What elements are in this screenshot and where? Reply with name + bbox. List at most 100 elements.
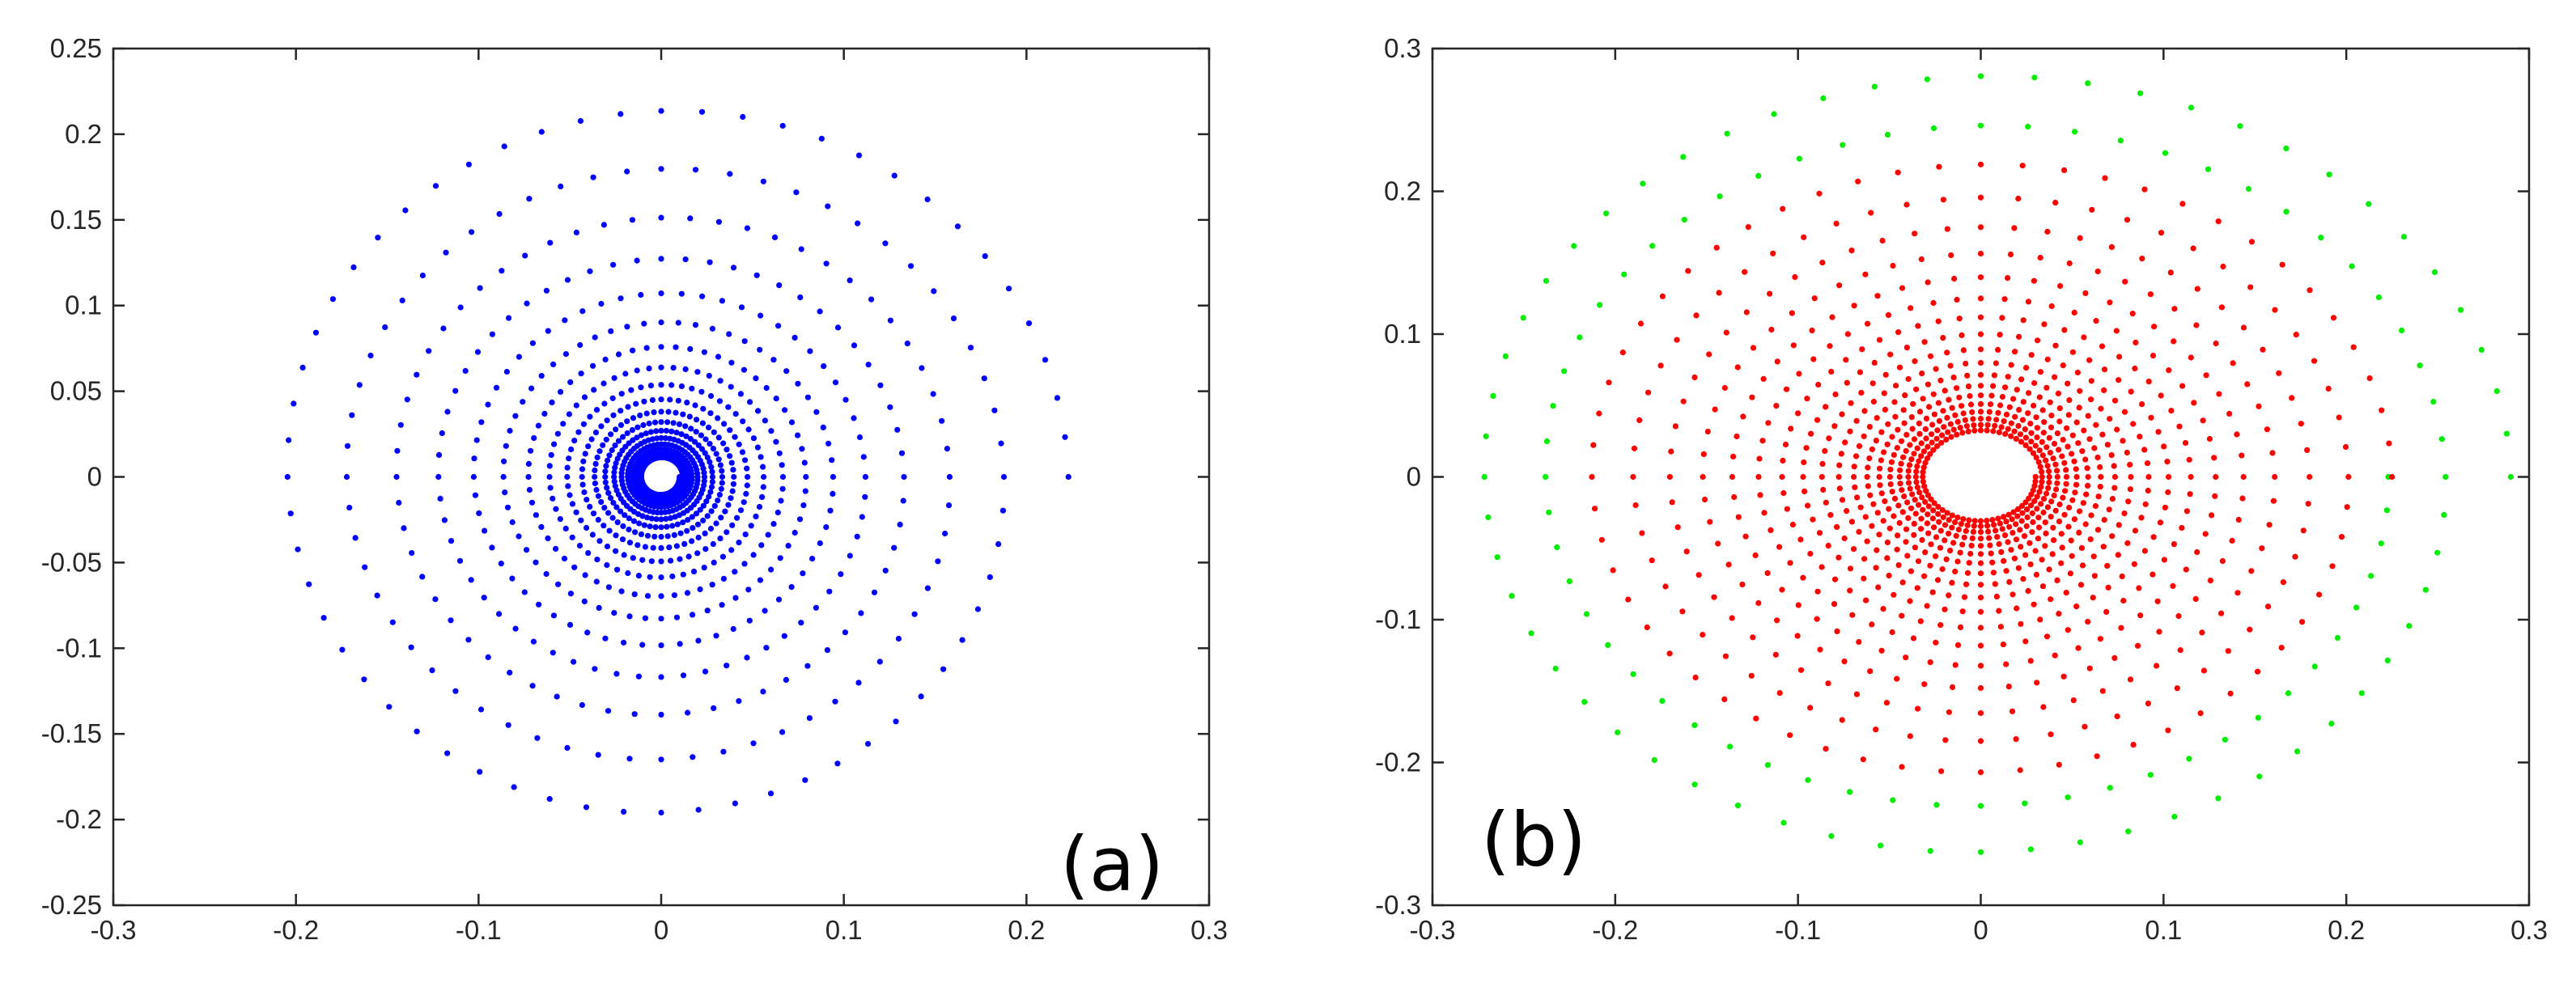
- series-1-point: [1960, 516, 1967, 523]
- series-0-point: [520, 399, 526, 405]
- series-1-point: [1853, 417, 1860, 424]
- series-1-point: [2085, 618, 2091, 625]
- series-1-point: [2051, 492, 2057, 499]
- series-0-point: [550, 650, 556, 656]
- series-1-point: [2141, 447, 2148, 453]
- series-1-point: [2065, 412, 2072, 418]
- series-0-point: [2031, 74, 2038, 81]
- series-0-point: [1691, 781, 1698, 788]
- series-0-point: [830, 490, 836, 498]
- panel-b-points: [1481, 73, 2514, 855]
- series-1-point: [1954, 431, 1960, 438]
- series-1-point: [1852, 484, 1858, 490]
- series-0-point: [2311, 663, 2318, 670]
- series-1-point: [2003, 411, 2010, 417]
- series-1-point: [2061, 460, 2068, 466]
- series-1-point: [2028, 430, 2035, 436]
- series-1-point: [1857, 504, 1864, 510]
- series-1-point: [2002, 384, 2009, 391]
- series-1-point: [1929, 431, 1935, 438]
- series-1-point: [1919, 536, 1925, 544]
- series-0-point: [485, 654, 491, 661]
- series-1-point: [1947, 421, 1954, 427]
- series-1-point: [1952, 519, 1959, 526]
- series-1-point: [1920, 464, 1927, 471]
- series-0-point: [639, 513, 646, 519]
- series-0-point: [621, 639, 627, 646]
- series-1-point: [2074, 369, 2081, 376]
- x-tick-label: 0.1: [825, 915, 863, 945]
- series-0-point: [652, 524, 659, 531]
- series-1-point: [1911, 436, 1918, 443]
- series-1-point: [1961, 534, 1967, 540]
- series-1-point: [1948, 434, 1954, 440]
- series-0-point: [2400, 234, 2407, 240]
- series-1-point: [1780, 205, 1786, 212]
- series-1-point: [1930, 299, 1937, 307]
- series-1-point: [1831, 423, 1838, 430]
- series-0-point: [2438, 436, 2445, 443]
- series-0-point: [824, 647, 830, 654]
- series-1-point: [2046, 479, 2052, 486]
- series-0-point: [343, 473, 350, 481]
- series-1-point: [2046, 434, 2052, 441]
- series-1-point: [2344, 504, 2350, 510]
- series-1-point: [1802, 488, 1808, 495]
- series-0-point: [823, 524, 830, 531]
- series-1-point: [2005, 511, 2012, 518]
- series-1-point: [1829, 314, 1835, 320]
- series-1-point: [2280, 579, 2286, 586]
- series-1-point: [2001, 514, 2007, 520]
- series-0-point: [478, 419, 485, 426]
- series-1-point: [1977, 383, 1984, 389]
- series-0-point: [680, 672, 687, 679]
- series-1-point: [1906, 462, 1913, 468]
- series-0-point: [2366, 201, 2372, 207]
- series-1-point: [1942, 606, 1948, 612]
- series-0-point: [639, 642, 646, 648]
- series-0-point: [2375, 294, 2382, 301]
- series-1-point: [2092, 502, 2099, 510]
- series-0-point: [2368, 573, 2374, 579]
- series-1-point: [1880, 518, 1886, 524]
- series-0-point: [715, 434, 722, 441]
- series-0-point: [658, 711, 664, 718]
- series-1-point: [2056, 447, 2062, 453]
- series-0-point: [640, 421, 647, 429]
- series-0-point: [1924, 76, 1930, 83]
- series-0-point: [608, 431, 614, 438]
- series-1-point: [1940, 335, 1946, 341]
- series-0-point: [684, 527, 690, 534]
- series-1-point: [1789, 521, 1796, 528]
- series-0-point: [644, 593, 651, 599]
- series-1-point: [2037, 369, 2043, 375]
- series-0-point: [710, 540, 716, 548]
- series-0-point: [543, 287, 550, 294]
- series-0-point: [634, 424, 641, 430]
- series-0-point: [687, 215, 694, 222]
- series-1-point: [1922, 498, 1929, 506]
- series-0-point: [571, 438, 578, 444]
- series-0-point: [1840, 142, 1846, 148]
- series-1-point: [1946, 709, 1952, 715]
- series-1-point: [2048, 514, 2054, 520]
- series-0-point: [339, 646, 346, 653]
- series-0-point: [702, 530, 708, 537]
- series-1-point: [1868, 210, 1874, 216]
- series-1-point: [2247, 284, 2254, 290]
- series-0-point: [748, 523, 754, 529]
- series-1-point: [1939, 432, 1946, 438]
- series-0-point: [1651, 756, 1657, 764]
- series-0-point: [945, 502, 953, 509]
- series-1-point: [1823, 499, 1829, 506]
- series-1-point: [2052, 461, 2059, 468]
- series-0-point: [1520, 315, 1526, 321]
- series-1-point: [2043, 633, 2051, 640]
- series-0-point: [595, 516, 601, 523]
- series-1-point: [2067, 570, 2073, 577]
- series-0-point: [610, 499, 617, 506]
- x-tick-label: -0.2: [1592, 915, 1638, 945]
- series-1-point: [1899, 487, 1905, 493]
- series-1-point: [1936, 163, 1942, 170]
- series-1-point: [2043, 457, 2049, 464]
